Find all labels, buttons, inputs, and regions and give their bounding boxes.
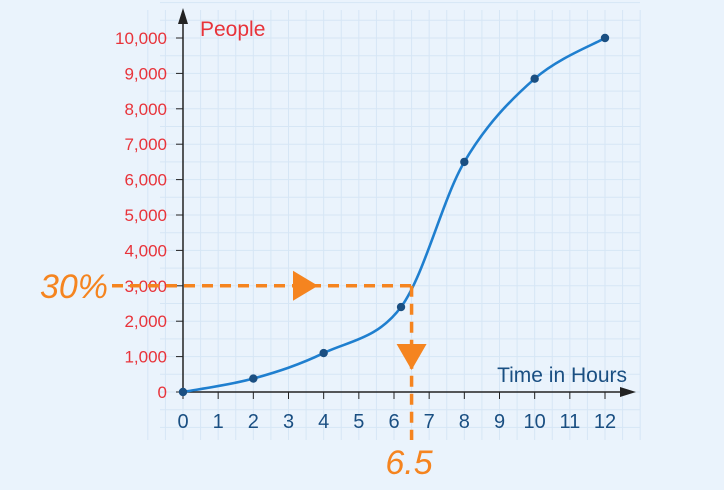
x-tick-label: 0 — [177, 411, 188, 433]
x-tick-label: 11 — [559, 411, 580, 433]
y-tick-label: 2,000 — [124, 312, 167, 331]
x-tick-label: 10 — [524, 411, 546, 433]
y-tick-label: 0 — [158, 383, 167, 402]
y-tick-label: 5,000 — [124, 206, 167, 225]
y-tick-label: 3,000 — [124, 277, 167, 296]
x-axis-label: Time in Hours — [497, 364, 627, 387]
data-point — [178, 387, 188, 397]
x-axis-arrow — [620, 387, 636, 397]
data-point — [319, 348, 328, 358]
data-point — [530, 74, 539, 83]
x-tick-label: 2 — [248, 411, 259, 433]
annotation — [112, 270, 427, 440]
annotation-down-arrow — [396, 344, 427, 370]
y-tick-label: 7,000 — [124, 135, 167, 154]
y-tick-label: 4,000 — [124, 241, 167, 260]
data-point — [249, 374, 258, 383]
x-tick-label: 8 — [459, 411, 470, 433]
grid — [147, 2, 641, 440]
y-axis-arrow — [178, 8, 188, 24]
annotation-y-label: 30% — [40, 268, 108, 306]
x-tick-label: 1 — [213, 411, 224, 433]
x-tick-label: 9 — [494, 411, 505, 433]
data-point — [460, 157, 469, 167]
y-tick-label: 1,000 — [124, 348, 167, 367]
x-tick-label: 7 — [424, 411, 435, 433]
y-tick-label: 8,000 — [124, 100, 167, 119]
x-tick-label: 12 — [594, 411, 616, 433]
data-point — [600, 33, 610, 43]
axes — [178, 8, 636, 397]
y-tick-label: 10,000 — [115, 29, 167, 48]
x-tick-label: 5 — [353, 411, 364, 433]
x-tick-label: 3 — [283, 411, 294, 433]
y-axis-label: People — [200, 18, 265, 41]
y-tick-label: 6,000 — [124, 171, 167, 190]
tick-labels: 0 1 2 3 4 5 6 7 8 9 10 11 1201,0002,0003,0004,0005,0… — [115, 29, 616, 433]
annotation-right-arrow — [293, 270, 318, 301]
x-tick-label: 4 — [318, 411, 329, 433]
y-tick-label: 9,000 — [124, 64, 167, 83]
annotation-x-label: 6.5 — [385, 444, 432, 482]
x-tick-label: 6 — [388, 411, 399, 433]
data-point — [396, 302, 406, 312]
